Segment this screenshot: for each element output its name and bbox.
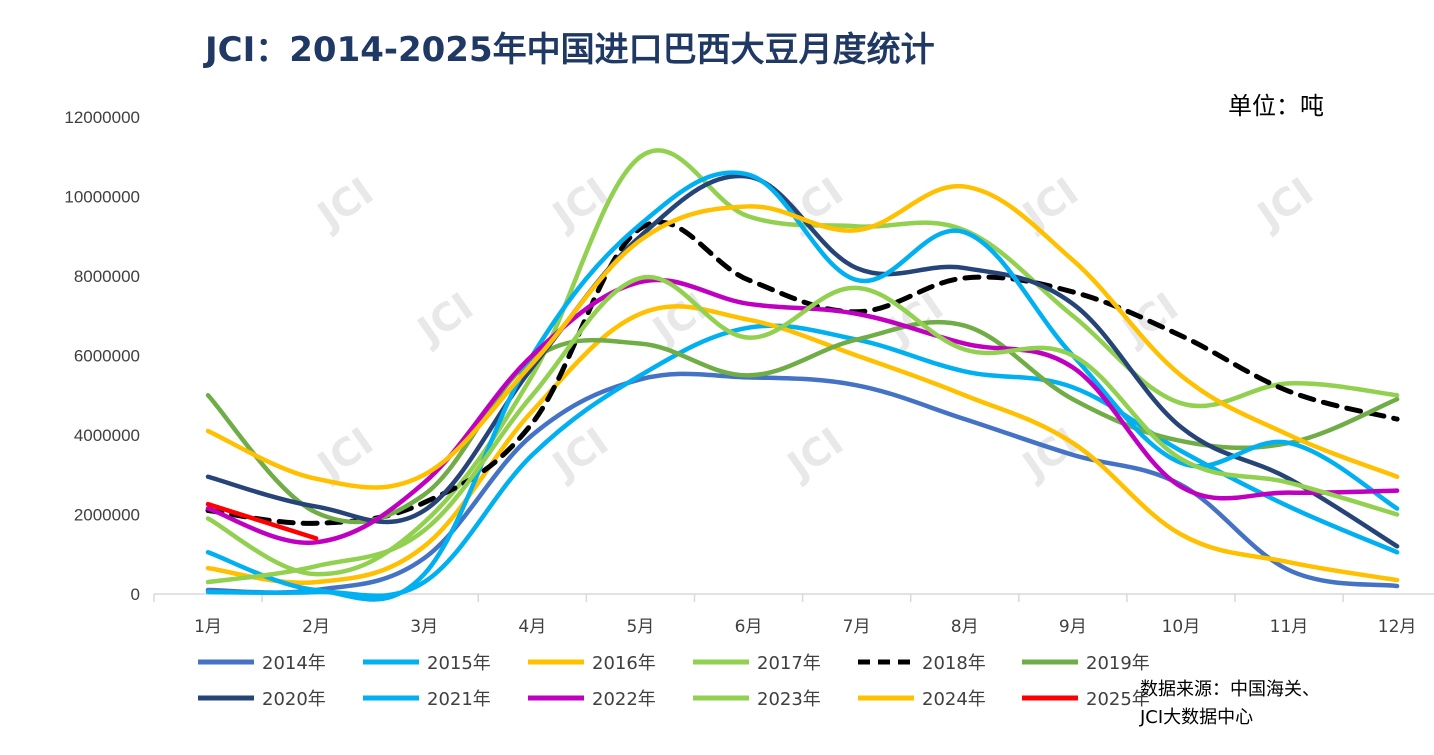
legend-label: 2020年 <box>262 689 326 710</box>
series-line-2019年 <box>205 319 1400 525</box>
data-source: 数据来源：中国海关、 JCI大数据中心 <box>1140 676 1320 732</box>
series-line-2023年 <box>205 274 1400 585</box>
legend-label: 2021年 <box>427 689 491 710</box>
legend-label: 2024年 <box>922 689 986 710</box>
x-tick-label: 5月 <box>626 617 654 637</box>
unit-label: 单位：吨 <box>1228 92 1324 120</box>
watermark: JCI <box>307 169 381 239</box>
legend-label: 2023年 <box>757 689 821 710</box>
series-line-2016年 <box>205 304 1400 585</box>
y-tick-label: 8000000 <box>74 267 140 286</box>
watermark: JCI <box>407 284 481 354</box>
x-tick-label: 8月 <box>951 617 979 637</box>
series-line-2024年 <box>205 183 1400 490</box>
legend-label: 2016年 <box>592 653 656 674</box>
source-line: JCI大数据中心 <box>1140 707 1254 728</box>
y-tick-label: 2000000 <box>74 506 140 525</box>
legend-label: 2015年 <box>427 653 491 674</box>
x-tick-label: 6月 <box>735 617 763 637</box>
legend-label: 2025年 <box>1086 689 1150 710</box>
source-line: 数据来源：中国海关、 <box>1140 679 1320 700</box>
legend-label: 2022年 <box>592 689 656 710</box>
x-tick-label: 7月 <box>843 617 871 637</box>
x-tick-label: 9月 <box>1059 617 1087 637</box>
legend-label: 2017年 <box>757 653 821 674</box>
series-line-2021年 <box>205 170 1400 602</box>
legend-label: 2018年 <box>922 653 986 674</box>
y-tick-label: 4000000 <box>74 426 140 445</box>
x-tick-label: 11月 <box>1270 617 1309 637</box>
x-tick-label: 2月 <box>302 617 330 637</box>
series-line-2022年 <box>205 277 1400 545</box>
series-line-2015年 <box>205 323 1400 599</box>
watermark: JCI <box>542 419 616 489</box>
series-line-2018年 <box>205 219 1400 526</box>
x-tick-label: 10月 <box>1162 617 1201 637</box>
y-tick-label: 12000000 <box>64 108 140 127</box>
x-tick-label: 1月 <box>194 617 222 637</box>
watermark: JCI <box>1247 169 1321 239</box>
y-tick-label: 0 <box>131 585 140 604</box>
y-tick-label: 10000000 <box>64 188 140 207</box>
legend-label: 2014年 <box>262 653 326 674</box>
x-tick-label: 12月 <box>1378 617 1417 637</box>
watermark: JCI <box>777 419 851 489</box>
y-tick-label: 6000000 <box>74 347 140 366</box>
watermark: JCI <box>1012 169 1086 239</box>
x-tick-label: 3月 <box>410 617 438 637</box>
series-line-2025年 <box>205 501 319 541</box>
chart-title: JCI：2014-2025年中国进口巴西大豆月度统计 <box>205 30 935 70</box>
series-line-2020年 <box>205 173 1400 549</box>
x-tick-label: 4月 <box>518 617 546 637</box>
series-line-2017年 <box>205 148 1400 577</box>
legend-label: 2019年 <box>1086 653 1150 674</box>
